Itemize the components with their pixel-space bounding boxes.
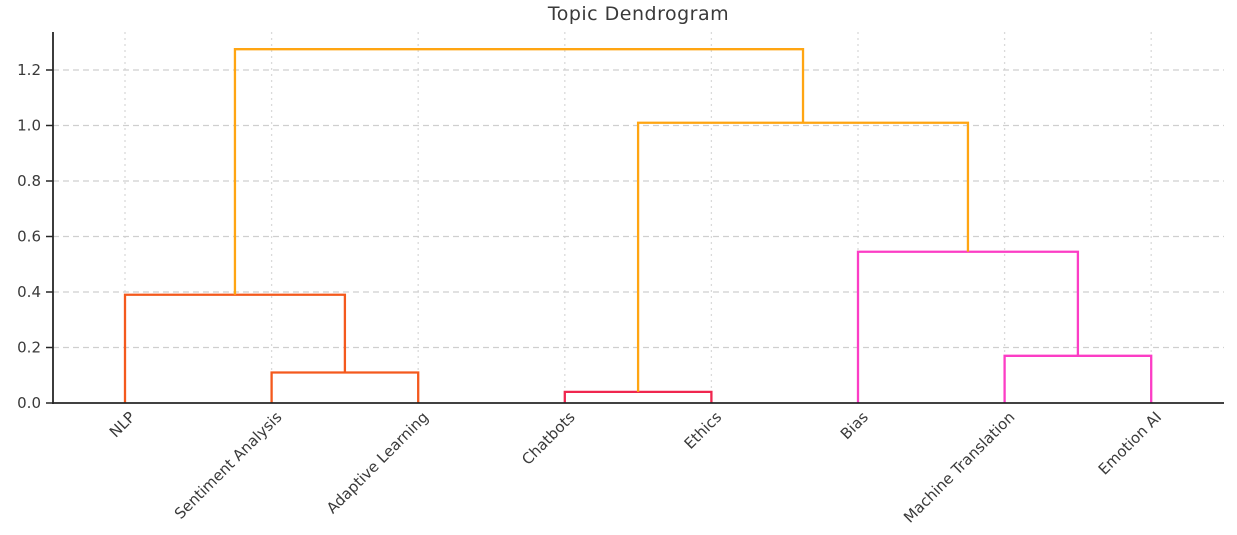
- leaf-label: Ethics: [681, 408, 726, 453]
- y-tick-label: 0.6: [17, 228, 41, 246]
- dendrogram-link-M4: [856, 250, 1080, 403]
- leaf-label: Adaptive Learning: [323, 408, 432, 517]
- dendrogram-link-M6: [233, 48, 805, 295]
- dendrogram-link-M2: [1003, 354, 1153, 403]
- y-tick-label: 0.2: [17, 339, 41, 357]
- leaf-label: NLP: [106, 408, 139, 441]
- leaf-label: Emotion AI: [1095, 408, 1165, 478]
- y-tick-label: 1.0: [17, 117, 41, 135]
- y-tick-label: 0.8: [17, 172, 41, 190]
- leaf-label: Bias: [837, 408, 872, 443]
- dendrogram-link-M5: [636, 121, 970, 392]
- y-tick-label: 0.4: [17, 283, 41, 301]
- y-tick-label: 1.2: [17, 61, 41, 79]
- dendrogram-link-M0: [563, 390, 713, 403]
- leaf-label: Sentiment Analysis: [171, 408, 286, 523]
- leaf-label: Chatbots: [518, 408, 579, 469]
- chart-title: Topic Dendrogram: [547, 3, 730, 25]
- dendrogram-link-M3: [123, 293, 347, 403]
- dendrogram-link-M1: [270, 371, 420, 403]
- y-tick-label: 0.0: [17, 394, 41, 412]
- leaf-label: Machine Translation: [900, 408, 1018, 526]
